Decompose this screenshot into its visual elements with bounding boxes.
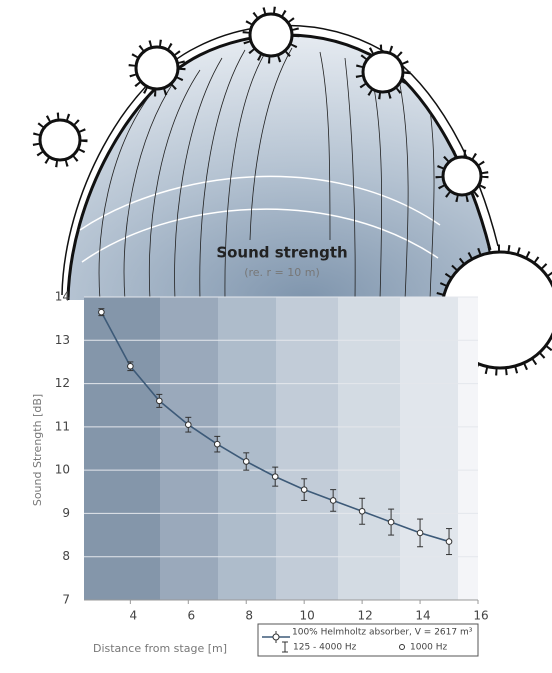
y-tick-label: 11 [55, 419, 70, 433]
data-point [99, 309, 105, 315]
legend: 100% Helmholtz absorber, V = 2617 m³ 125… [258, 624, 478, 656]
y-tick-label: 9 [62, 506, 70, 520]
chart-title: Sound strength [216, 244, 347, 262]
y-tick-label: 10 [55, 463, 70, 477]
y-tick-label: 7 [62, 593, 70, 607]
data-point [446, 539, 452, 545]
data-point [301, 487, 307, 493]
chart: Sound strength (re. r = 10 m) Distance f… [0, 0, 552, 673]
legend-note: 1000 Hz [410, 643, 448, 653]
y-tick-label: 13 [55, 333, 70, 347]
x-tick-label: 4 [130, 609, 138, 623]
data-point [417, 530, 423, 536]
x-tick-label: 16 [473, 609, 488, 623]
x-tick-label: 6 [187, 609, 195, 623]
x-tick-label: 14 [415, 609, 430, 623]
data-point [214, 441, 220, 447]
data-point [243, 459, 249, 465]
chart-subtitle: (re. r = 10 m) [244, 266, 320, 279]
data-point [185, 422, 191, 428]
data-point [157, 398, 163, 404]
y-tick-label: 12 [55, 376, 70, 390]
data-point [330, 498, 336, 504]
x-tick-label: 8 [245, 609, 253, 623]
plot-background [84, 297, 478, 600]
data-point [272, 474, 278, 480]
data-point [128, 363, 134, 369]
x-axis-label: Distance from stage [m] [93, 642, 227, 655]
data-point [388, 519, 394, 525]
x-tick-label: 10 [300, 609, 315, 623]
data-point [359, 508, 365, 514]
legend-label: 100% Helmholtz absorber, V = 2617 m³ [292, 628, 473, 638]
y-tick-label: 8 [62, 549, 70, 563]
x-tick-label: 12 [357, 609, 372, 623]
y-tick-label: 14 [55, 290, 70, 304]
legend-note: 125 - 4000 Hz [293, 643, 357, 653]
y-axis-label: Sound Strength [dB] [31, 394, 44, 506]
